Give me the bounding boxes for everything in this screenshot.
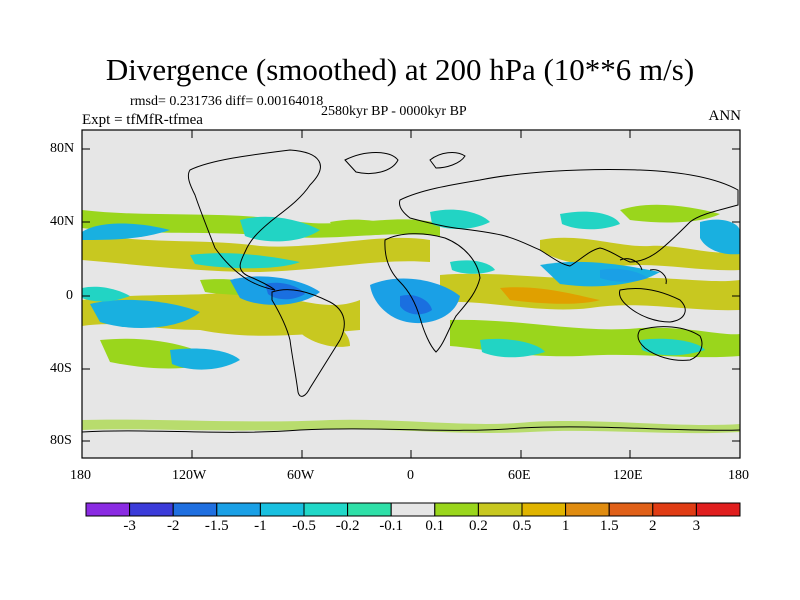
colorbar-swatch: [347, 502, 392, 517]
period-label: 2580kyr BP - 0000kyr BP: [321, 104, 467, 119]
colorbar-label: 3: [692, 518, 701, 534]
stats-label: rmsd= 0.231736 diff= 0.00164018: [130, 94, 324, 109]
lat-ticks: [82, 148, 740, 442]
lat-label-80n: 80N: [50, 141, 75, 156]
colorbar-label: 2: [649, 518, 657, 534]
colorbar-swatch: [216, 502, 261, 517]
colorbar-swatch: [259, 502, 305, 517]
colorbar-label: -3: [123, 518, 136, 534]
experiment-label: Expt = tfMfR-tfmea: [82, 112, 203, 128]
colorbar-swatch: [390, 502, 436, 517]
colorbar-swatch: [477, 502, 523, 517]
lat-label-80s: 80S: [50, 433, 72, 448]
colorbar-swatch: [652, 502, 697, 517]
lat-label-40s: 40S: [50, 361, 72, 376]
lon-ticks: [81, 130, 741, 458]
lon-label-180w: 180: [70, 468, 91, 483]
plot-title: Divergence (smoothed) at 200 hPa (10**6 …: [105, 52, 695, 87]
colorbar-label: 0.5: [512, 518, 532, 534]
lat-label-40n: 40N: [50, 214, 75, 229]
colorbar-label: 1: [561, 518, 570, 534]
colorbar-swatch: [129, 502, 174, 517]
colorbar-swatch: [85, 502, 131, 517]
colorbar-label: -0.5: [292, 518, 316, 534]
colorbar-swatch: [695, 502, 741, 517]
lon-label-60e: 60E: [508, 468, 531, 483]
lon-label-60w: 60W: [287, 468, 315, 483]
colorbar-label: -1.5: [204, 518, 229, 534]
colorbar-label: 0.1: [425, 518, 445, 534]
colorbar-swatch: [521, 502, 567, 517]
colorbar-swatch: [434, 502, 479, 517]
coastlines: [82, 149, 740, 433]
season-label: ANN: [708, 108, 742, 124]
colorbar-label: -2: [166, 518, 180, 534]
colorbar: [85, 502, 741, 517]
lat-label-0: 0: [66, 288, 73, 303]
colorbar-label: 1.5: [599, 518, 619, 534]
divergence-field: [82, 204, 740, 434]
colorbar-label: -0.1: [379, 518, 404, 534]
lon-label-0: 0: [407, 468, 414, 483]
colorbar-label: 0.2: [469, 518, 488, 534]
colorbar-swatch: [565, 502, 610, 517]
colorbar-label: -0.2: [335, 518, 360, 534]
lon-label-180e: 180: [728, 468, 749, 483]
colorbar-swatch: [172, 502, 218, 517]
lon-label-120e: 120E: [613, 468, 643, 483]
colorbar-swatch: [608, 502, 654, 517]
lon-label-120w: 120W: [172, 468, 207, 483]
colorbar-swatch: [303, 502, 349, 517]
colorbar-label: -1: [254, 518, 267, 534]
